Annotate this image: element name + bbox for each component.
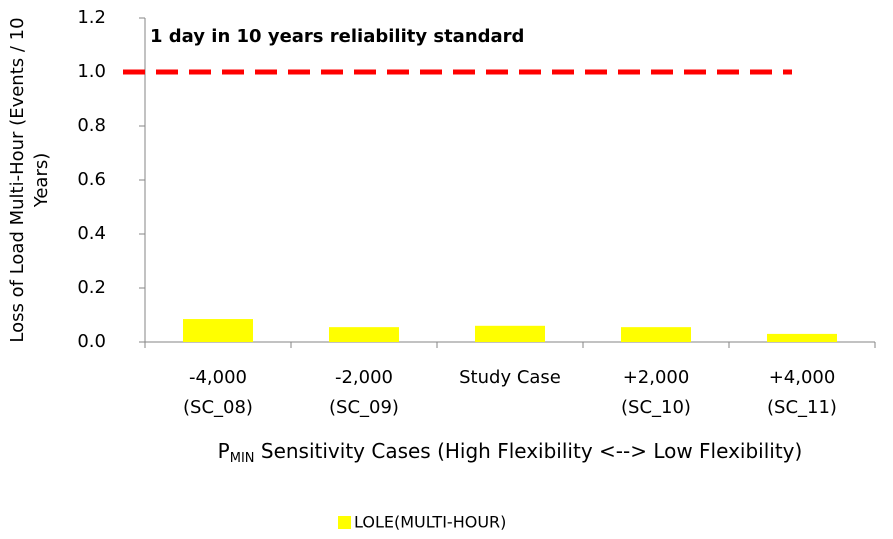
x-tick-label: -4,000 [189,367,247,388]
x-axis-label: PMIN Sensitivity Cases (High Flexibility… [218,439,803,466]
x-tick-label: -2,000 [335,367,393,388]
x-tick-label: (SC_10) [621,397,691,418]
reference-label: 1 day in 10 years reliability standard [150,26,524,47]
y-axis-label: Years) [31,153,52,209]
legend-swatch [338,516,351,529]
x-tick-label: (SC_11) [767,397,837,418]
x-axis-label-rest: Sensitivity Cases (High Flexibility <-->… [255,439,803,463]
bar [767,333,837,342]
x-axis-label-main: P [218,439,230,463]
y-tick-label: 0.2 [77,277,106,298]
y-tick-label: 0.6 [77,169,106,190]
x-tick-label: (SC_08) [183,397,253,418]
bar [621,327,691,342]
x-tick-label: +4,000 [769,367,836,388]
y-tick-label: 0.0 [77,331,106,352]
y-tick-label: 0.4 [77,223,106,244]
bar [475,325,545,342]
y-tick-label: 1.0 [77,61,106,82]
bar [329,327,399,342]
y-tick-label: 0.8 [77,115,106,136]
y-axis-label: Loss of Load Multi-Hour (Events / 10 [7,17,28,342]
y-tick-label: 1.2 [77,7,106,28]
x-tick-label: Study Case [459,367,561,388]
x-tick-label: (SC_09) [329,397,399,418]
bar [183,319,253,342]
x-axis-label-sub: MIN [230,451,255,466]
x-tick-label: +2,000 [623,367,690,388]
legend-label: LOLE(MULTI-HOUR) [354,513,506,532]
